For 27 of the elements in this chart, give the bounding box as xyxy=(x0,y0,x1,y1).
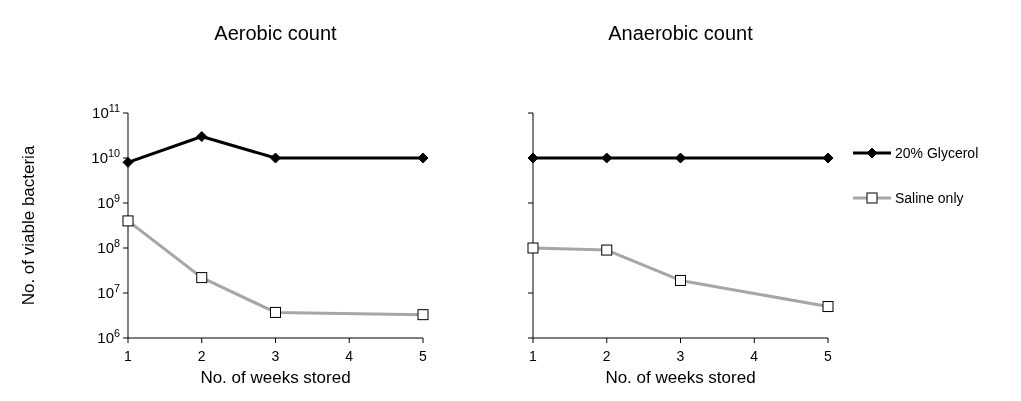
y-tick-label: 10$^{11}$ xyxy=(92,102,120,121)
x-tick-label: 4 xyxy=(345,348,354,364)
chart-title: Anaerobic count xyxy=(608,22,754,44)
x-tick-label: 2 xyxy=(197,348,206,364)
point xyxy=(196,131,208,143)
x-tick-label: 3 xyxy=(271,348,280,364)
x-tick-label: 2 xyxy=(602,348,611,364)
y-axis-title: No. of viable bacteria xyxy=(19,145,38,306)
y-tick-label: 10$^{8}$ xyxy=(97,237,120,256)
x-axis-title: No. of weeks stored xyxy=(200,368,351,387)
x-tick-label: 1 xyxy=(529,348,538,364)
x-tick-label: 5 xyxy=(419,348,428,364)
point xyxy=(270,152,281,164)
x-tick-label: 1 xyxy=(124,348,133,364)
point xyxy=(675,152,686,164)
y-tick-label: 10$^{6}$ xyxy=(97,327,120,346)
legend-label: 20% Glycerol xyxy=(895,145,979,161)
x-tick-label: 3 xyxy=(676,348,685,364)
y-tick-label: 10$^{9}$ xyxy=(97,192,120,211)
point xyxy=(122,156,134,168)
x-tick-label: 4 xyxy=(750,348,759,364)
y-tick-label: 10$^{10}$ xyxy=(91,147,120,166)
legend-label: Saline only xyxy=(895,190,964,206)
y-tick-label: 10$^{7}$ xyxy=(97,282,120,301)
x-tick-label: 5 xyxy=(824,348,833,364)
chart-title: Aerobic count xyxy=(214,22,338,44)
x-axis-title: No. of weeks stored xyxy=(605,368,756,387)
